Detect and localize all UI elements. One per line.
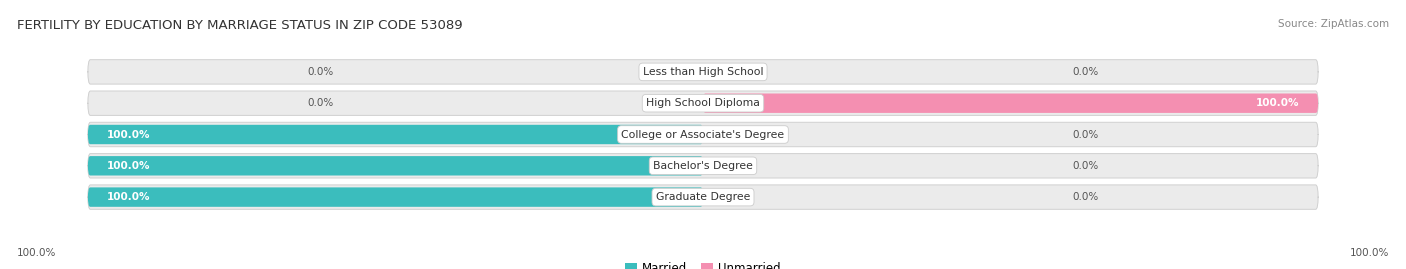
Text: 0.0%: 0.0% [1073,67,1098,77]
Text: 0.0%: 0.0% [1073,192,1098,202]
Text: Source: ZipAtlas.com: Source: ZipAtlas.com [1278,19,1389,29]
Text: Graduate Degree: Graduate Degree [655,192,751,202]
Text: Less than High School: Less than High School [643,67,763,77]
Text: Bachelor's Degree: Bachelor's Degree [652,161,754,171]
FancyBboxPatch shape [87,60,1319,84]
FancyBboxPatch shape [87,122,1319,147]
FancyBboxPatch shape [87,154,1319,178]
Text: 100.0%: 100.0% [107,161,150,171]
Text: High School Diploma: High School Diploma [647,98,759,108]
FancyBboxPatch shape [703,94,1319,113]
Text: 0.0%: 0.0% [308,98,335,108]
Text: 100.0%: 100.0% [107,129,150,140]
FancyBboxPatch shape [87,187,703,207]
Legend: Married, Unmarried: Married, Unmarried [620,258,786,269]
Text: College or Associate's Degree: College or Associate's Degree [621,129,785,140]
Text: 100.0%: 100.0% [107,192,150,202]
FancyBboxPatch shape [87,91,1319,115]
FancyBboxPatch shape [87,185,1319,209]
FancyBboxPatch shape [87,156,703,175]
FancyBboxPatch shape [87,125,703,144]
Text: 0.0%: 0.0% [1073,129,1098,140]
Text: 100.0%: 100.0% [1350,248,1389,258]
Text: 0.0%: 0.0% [1073,161,1098,171]
Text: 100.0%: 100.0% [1256,98,1299,108]
Text: 100.0%: 100.0% [17,248,56,258]
Text: 0.0%: 0.0% [308,67,335,77]
Text: FERTILITY BY EDUCATION BY MARRIAGE STATUS IN ZIP CODE 53089: FERTILITY BY EDUCATION BY MARRIAGE STATU… [17,19,463,32]
